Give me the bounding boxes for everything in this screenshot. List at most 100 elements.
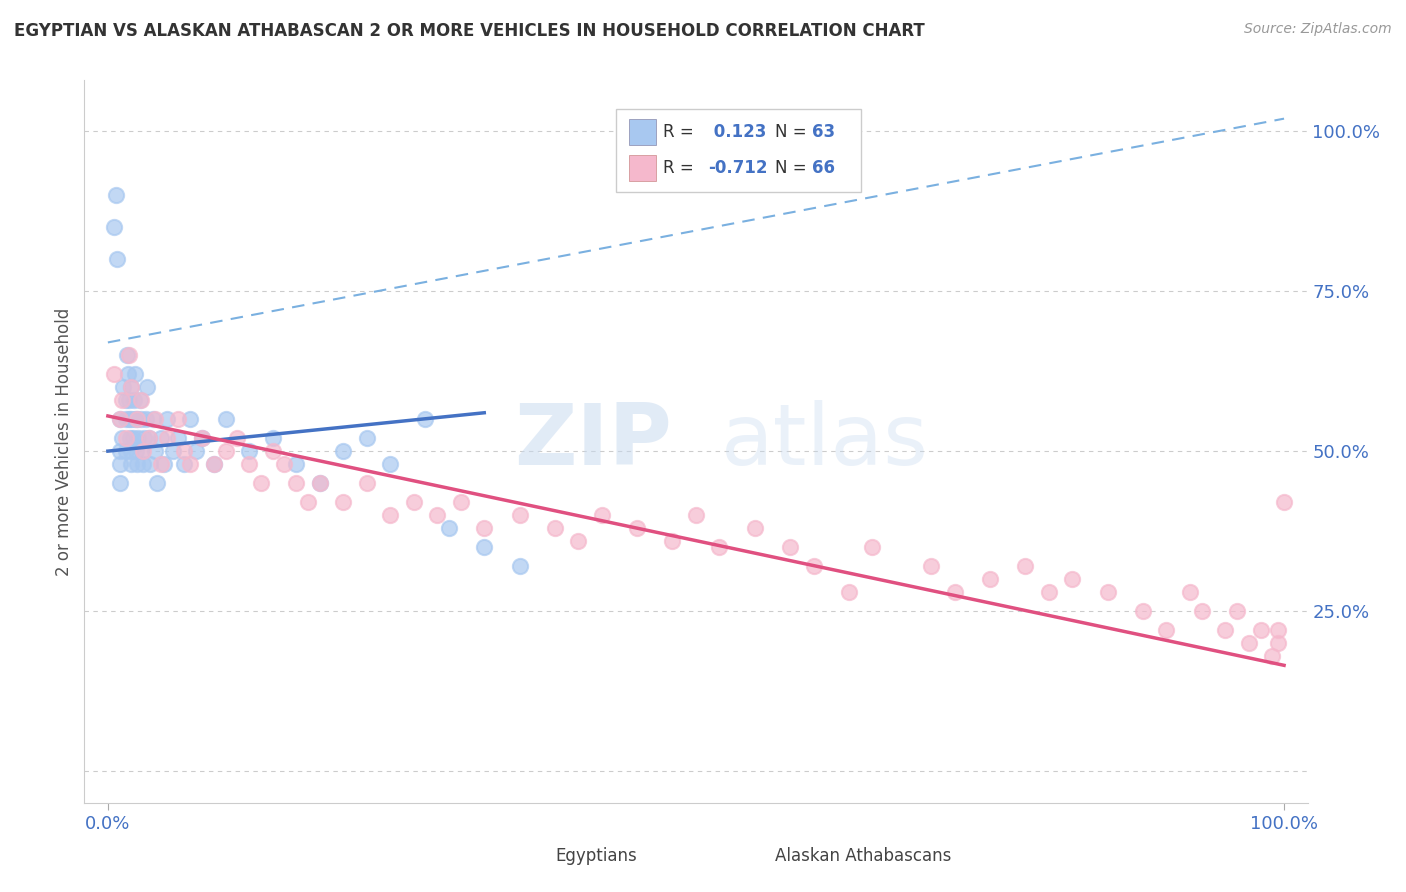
Point — [103, 368, 125, 382]
Point — [125, 444, 148, 458]
Point — [138, 431, 160, 445]
Point — [262, 431, 284, 445]
Point — [132, 444, 155, 458]
Point — [149, 457, 172, 471]
Point — [156, 412, 179, 426]
Point — [120, 431, 142, 445]
Point — [105, 188, 128, 202]
Point — [120, 380, 142, 394]
Point — [402, 495, 425, 509]
Text: atlas: atlas — [720, 400, 928, 483]
Point — [437, 521, 460, 535]
Point — [108, 412, 131, 426]
Point — [138, 431, 160, 445]
Point — [167, 431, 190, 445]
Point — [156, 431, 179, 445]
Point — [112, 380, 135, 394]
Point — [127, 412, 149, 426]
Point — [979, 572, 1001, 586]
Point — [509, 559, 531, 574]
Point — [134, 431, 156, 445]
Point — [214, 444, 236, 458]
Point — [127, 412, 149, 426]
Point — [127, 431, 149, 445]
Point — [415, 412, 437, 426]
Point — [114, 412, 136, 426]
Point — [308, 476, 330, 491]
Text: 0.123: 0.123 — [709, 123, 766, 141]
Bar — [738, 845, 766, 866]
Point — [356, 431, 378, 445]
Point — [1038, 584, 1060, 599]
Point — [544, 521, 567, 535]
Point — [450, 495, 472, 509]
Point — [1267, 636, 1289, 650]
Point — [162, 444, 184, 458]
Point — [103, 220, 125, 235]
Point — [472, 540, 495, 554]
Point — [226, 431, 249, 445]
Point — [297, 495, 319, 509]
Point — [626, 521, 648, 535]
Point — [120, 444, 142, 458]
Point — [332, 495, 354, 509]
Point — [803, 559, 825, 574]
Point — [142, 412, 165, 426]
Point — [860, 540, 883, 554]
Point — [1191, 604, 1213, 618]
Point — [1178, 584, 1201, 599]
Point — [124, 412, 146, 426]
Point — [108, 412, 131, 426]
Point — [1062, 572, 1084, 586]
Point — [1272, 495, 1295, 509]
Point — [249, 476, 271, 491]
Point — [122, 392, 145, 407]
Point — [128, 392, 150, 407]
Point — [380, 457, 402, 471]
Point — [273, 457, 295, 471]
Point — [173, 444, 195, 458]
Point — [173, 457, 195, 471]
Point — [153, 457, 176, 471]
Point — [285, 457, 308, 471]
Point — [143, 412, 166, 426]
Point — [118, 348, 141, 362]
Point — [179, 412, 201, 426]
Text: 66: 66 — [813, 160, 835, 178]
Text: R =: R = — [664, 123, 699, 141]
Point — [356, 476, 378, 491]
Point — [191, 431, 214, 445]
Point — [709, 540, 731, 554]
Point — [1097, 584, 1119, 599]
Point — [202, 457, 225, 471]
Point — [238, 457, 260, 471]
Point — [191, 431, 214, 445]
Point — [285, 476, 308, 491]
Point — [308, 476, 330, 491]
Text: -0.712: -0.712 — [709, 160, 768, 178]
Text: N =: N = — [776, 123, 813, 141]
Point — [685, 508, 707, 522]
Point — [131, 444, 153, 458]
Point — [1014, 559, 1036, 574]
Point — [124, 368, 146, 382]
Text: R =: R = — [664, 160, 699, 178]
Text: Source: ZipAtlas.com: Source: ZipAtlas.com — [1244, 22, 1392, 37]
Point — [115, 348, 138, 362]
Point — [184, 444, 207, 458]
Point — [132, 457, 155, 471]
Text: ZIP: ZIP — [513, 400, 672, 483]
Point — [779, 540, 801, 554]
Point — [179, 457, 201, 471]
Point — [149, 431, 172, 445]
Point — [111, 392, 134, 407]
Point — [591, 508, 613, 522]
Point — [1250, 623, 1272, 637]
Point — [121, 431, 143, 445]
Point — [139, 457, 162, 471]
Point — [1267, 623, 1289, 637]
Point — [332, 444, 354, 458]
Point — [111, 431, 134, 445]
Y-axis label: 2 or more Vehicles in Household: 2 or more Vehicles in Household — [55, 308, 73, 575]
Point — [118, 392, 141, 407]
